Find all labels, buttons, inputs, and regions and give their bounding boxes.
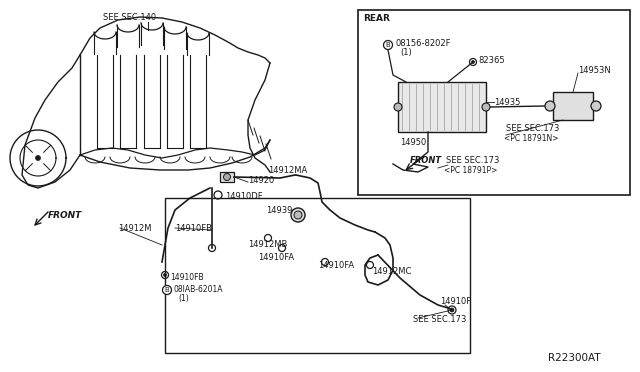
Text: 08IAB-6201A: 08IAB-6201A	[174, 285, 223, 295]
Text: SEE SEC.140: SEE SEC.140	[104, 13, 157, 22]
Text: SEE SEC.173: SEE SEC.173	[506, 124, 559, 132]
Text: 14910FA: 14910FA	[318, 260, 354, 269]
Text: 14939: 14939	[266, 205, 292, 215]
Text: <PC 18791P>: <PC 18791P>	[444, 166, 497, 174]
Text: 14910F: 14910F	[440, 298, 471, 307]
Circle shape	[223, 173, 230, 180]
Text: SEE SEC.173: SEE SEC.173	[413, 315, 467, 324]
Text: 14912MC: 14912MC	[372, 267, 412, 276]
Text: 14953N: 14953N	[578, 65, 611, 74]
Text: 14912MB: 14912MB	[248, 240, 287, 248]
Text: B: B	[164, 287, 170, 293]
Text: 14935: 14935	[494, 97, 520, 106]
Circle shape	[35, 155, 40, 160]
Circle shape	[450, 308, 454, 312]
Text: 14912M: 14912M	[118, 224, 152, 232]
Text: (1): (1)	[400, 48, 412, 57]
Circle shape	[291, 208, 305, 222]
Text: 14910DF: 14910DF	[225, 192, 262, 201]
Text: 08156-8202F: 08156-8202F	[396, 38, 451, 48]
Text: (1): (1)	[178, 294, 189, 302]
Text: FRONT: FRONT	[48, 211, 83, 219]
Text: 14912MA: 14912MA	[268, 166, 307, 174]
Bar	[165, 198, 470, 353]
Text: 14910FA: 14910FA	[258, 253, 294, 263]
Text: FRONT: FRONT	[410, 155, 442, 164]
Text: SEE SEC.173: SEE SEC.173	[446, 155, 499, 164]
Circle shape	[545, 101, 555, 111]
Bar	[553, 92, 593, 120]
Text: B: B	[386, 42, 390, 48]
Text: <PC 18791N>: <PC 18791N>	[504, 134, 559, 142]
Text: 14910FB: 14910FB	[175, 224, 212, 232]
Text: 14920: 14920	[248, 176, 275, 185]
Text: 14950: 14950	[400, 138, 426, 147]
Bar	[358, 10, 630, 195]
Circle shape	[591, 101, 601, 111]
Text: R22300AT: R22300AT	[548, 353, 600, 363]
Circle shape	[394, 103, 402, 111]
Circle shape	[482, 103, 490, 111]
Text: 14910FB: 14910FB	[170, 273, 204, 282]
Text: 82365: 82365	[478, 55, 504, 64]
Circle shape	[294, 211, 302, 219]
Bar	[398, 82, 486, 132]
Circle shape	[472, 61, 474, 64]
Circle shape	[383, 41, 392, 49]
Text: REAR: REAR	[363, 14, 390, 23]
Circle shape	[163, 285, 172, 295]
Circle shape	[163, 273, 166, 276]
Bar	[220, 172, 234, 182]
